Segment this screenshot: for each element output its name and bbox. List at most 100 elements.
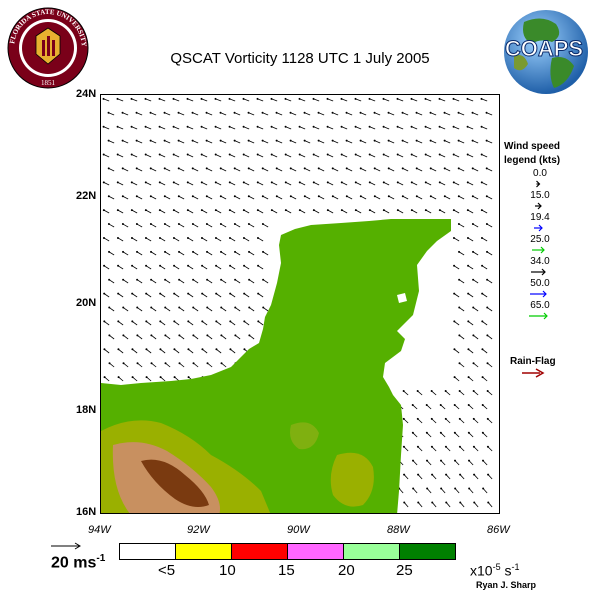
vorticity-colorbar	[119, 543, 456, 560]
wind-vector	[173, 209, 180, 214]
wind-vector-head	[382, 153, 385, 156]
wind-vector-head	[440, 487, 443, 490]
wind-vector-head	[387, 111, 390, 114]
wind-vector-head	[247, 111, 250, 114]
wind-vector-head	[429, 139, 432, 142]
wind-vector-head	[248, 278, 251, 281]
wind-vector-head	[429, 111, 432, 114]
wind-vector-head	[345, 111, 348, 114]
wind-vector	[201, 209, 208, 214]
wind-vector-head	[108, 362, 111, 365]
wind-vector-field	[102, 97, 493, 508]
wind-vector-head	[219, 111, 222, 114]
wind-vector-head	[131, 348, 134, 351]
wind-vector	[403, 390, 409, 396]
wind-vector-head	[242, 153, 245, 156]
wind-vector-head	[467, 376, 470, 379]
wind-vector-head	[453, 348, 456, 351]
wind-vector-head	[354, 97, 357, 100]
wind-vector-head	[480, 153, 483, 156]
wind-vector-head	[396, 153, 399, 156]
coaps-globe-logo: COAPS	[504, 10, 588, 94]
wind-vector	[164, 251, 171, 256]
wind-vector-head	[373, 195, 376, 198]
wind-vector	[318, 112, 325, 116]
wind-vector-head	[130, 209, 133, 212]
wind-vector-head	[480, 97, 483, 100]
wind-vector-head	[145, 320, 148, 323]
wind-vector	[262, 168, 269, 172]
wind-vector	[332, 112, 339, 116]
wind-vector-head	[438, 153, 441, 156]
wind-vector-head	[454, 459, 457, 462]
map-title: QSCAT Vorticity 1128 UTC 1 July 2005	[170, 50, 430, 67]
wind-vector	[304, 112, 311, 116]
wind-vector	[192, 279, 199, 284]
wind-vector-head	[270, 153, 273, 156]
wind-vector-head	[487, 501, 490, 504]
wind-vector	[248, 168, 255, 172]
wind-vector-head	[172, 153, 175, 156]
wind-vector	[257, 126, 264, 130]
wind-vector-head	[438, 97, 441, 100]
lon-label-86w: 86W	[487, 524, 510, 536]
wind-vector-head	[234, 334, 237, 337]
wind-vector-head	[117, 320, 120, 323]
units-base: x10	[470, 562, 493, 579]
wind-vector-head	[284, 97, 287, 100]
wind-vector-head	[102, 209, 105, 212]
wind-vector-head	[326, 97, 329, 100]
wind-vector	[206, 168, 213, 172]
wind-vector	[215, 98, 222, 102]
wind-vector-head	[480, 125, 483, 128]
wind-vector-head	[458, 445, 461, 448]
wind-vector-head	[457, 139, 460, 142]
wind-vector-head	[173, 376, 176, 379]
fsu-year: 1851	[41, 79, 56, 87]
wind-vector	[468, 348, 474, 354]
wind-vector-head	[468, 459, 471, 462]
wind-vector	[459, 307, 465, 312]
lon-label-88w: 88W	[387, 524, 410, 536]
wind-vector-head	[247, 167, 250, 170]
wind-vector-head	[206, 334, 209, 337]
wind-vector-head	[228, 125, 231, 128]
wind-vector-head	[130, 181, 133, 184]
wind-vector-head	[467, 292, 470, 295]
wind-vector-head	[368, 97, 371, 100]
wind-vector-head	[472, 362, 475, 365]
wind-vector-head	[438, 209, 441, 212]
lat-label-16n: 16N	[76, 506, 97, 518]
wind-legend-arrow-icon	[530, 290, 547, 298]
wind-vector	[131, 209, 138, 214]
wind-vector-head	[219, 223, 222, 226]
lon-label-90w: 90W	[287, 524, 310, 536]
wind-vector-head	[145, 376, 148, 379]
wind-vector	[145, 237, 152, 242]
wind-vector-head	[121, 111, 124, 114]
wind-vector	[271, 126, 278, 130]
wind-vector-head	[431, 501, 434, 504]
units-exp: -5	[492, 562, 501, 572]
lon-label-94w: 94W	[88, 524, 111, 536]
wind-vector-head	[458, 278, 461, 281]
wind-vector	[173, 126, 180, 130]
wind-vector-head	[340, 181, 343, 184]
wind-vector-head	[192, 306, 195, 309]
wind-vector-head	[262, 306, 265, 309]
scale-label: 20 ms-1	[51, 553, 105, 572]
wind-vector-head	[261, 167, 264, 170]
wind-vector	[459, 502, 465, 508]
wind-vector-head	[340, 209, 343, 212]
wind-vector-head	[214, 97, 217, 100]
wind-vector-head	[234, 250, 237, 253]
wind-vector-head	[145, 292, 148, 295]
wind-vector-head	[257, 264, 260, 267]
wind-vector	[388, 112, 395, 116]
wind-vector	[136, 195, 143, 200]
wind-vector-head	[424, 97, 427, 100]
lat-label-18n: 18N	[76, 404, 97, 416]
wind-vector-head	[430, 417, 433, 420]
wind-vector-head	[158, 125, 161, 128]
wind-vector-head	[373, 167, 376, 170]
